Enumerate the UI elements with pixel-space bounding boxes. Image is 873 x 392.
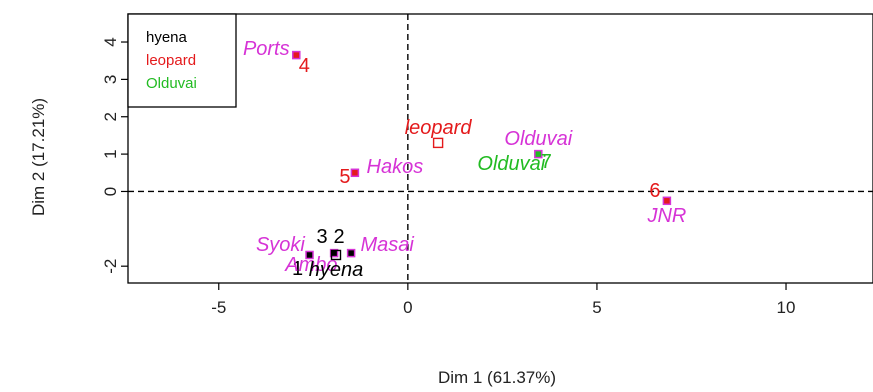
- individual-point-1: [305, 250, 314, 260]
- supplementary-label-hyena: hyena: [309, 259, 364, 281]
- category-label-ambo: Ambo: [284, 254, 337, 276]
- y-tick-label: 4: [101, 37, 120, 46]
- data-marks: [292, 50, 672, 261]
- supplementary-point-leopard: [432, 137, 444, 149]
- legend: hyena leopard Olduvai: [127, 13, 237, 108]
- legend-box: [127, 13, 237, 108]
- individual-point-6: [662, 196, 672, 206]
- legend-entry-hyena: hyena: [146, 29, 188, 46]
- individual-label-7: 7: [541, 151, 552, 173]
- x-tick-label: -5: [211, 298, 226, 317]
- category-label-masai: Masai: [360, 234, 414, 256]
- legend-entry-leopard: leopard: [146, 52, 196, 69]
- x-tick-label: 0: [403, 298, 412, 317]
- individual-label-1: 1: [292, 258, 303, 280]
- y-tick-label: 3: [101, 75, 120, 84]
- x-tick-label: 10: [777, 298, 796, 317]
- individual-label-2: 2: [334, 226, 345, 248]
- y-tick-label: 1: [101, 149, 120, 158]
- individual-label-4: 4: [299, 55, 310, 77]
- reference-lines: [128, 14, 873, 283]
- individual-point-7: [534, 149, 543, 159]
- individual-label-5: 5: [339, 166, 350, 188]
- x-axis-title: Dim 1 (61.37%): [438, 368, 556, 387]
- category-label-ports: Ports: [243, 38, 290, 60]
- category-label-jnr: JNR: [646, 205, 686, 227]
- individual-point-2: [346, 248, 356, 258]
- supplementary-label-leopard: leopard: [405, 117, 473, 139]
- x-tick-label: 5: [592, 298, 601, 317]
- category-label-hakos: Hakos: [367, 156, 424, 178]
- supplementary-label-olduvai: Olduvai: [477, 153, 545, 175]
- individual-point-5: [350, 168, 360, 178]
- y-tick-label: -2: [101, 259, 120, 274]
- category-label-syoki: Syoki: [256, 234, 305, 256]
- y-tick-label: 2: [101, 112, 120, 121]
- individual-label-6: 6: [649, 180, 660, 202]
- y-tick-label: 0: [101, 187, 120, 196]
- individual-label-3: 3: [317, 226, 328, 248]
- plot-frame: [127, 13, 873, 284]
- individual-point-3: [329, 248, 339, 258]
- y-axis-title: Dim 2 (17.21%): [29, 98, 48, 216]
- individual-point-4: [292, 50, 301, 60]
- legend-entry-olduvai: Olduvai: [146, 75, 197, 92]
- category-label-olduvai: Olduvai: [504, 128, 572, 150]
- plot-border: [127, 13, 873, 284]
- supplementary-point-hyena: [330, 249, 342, 261]
